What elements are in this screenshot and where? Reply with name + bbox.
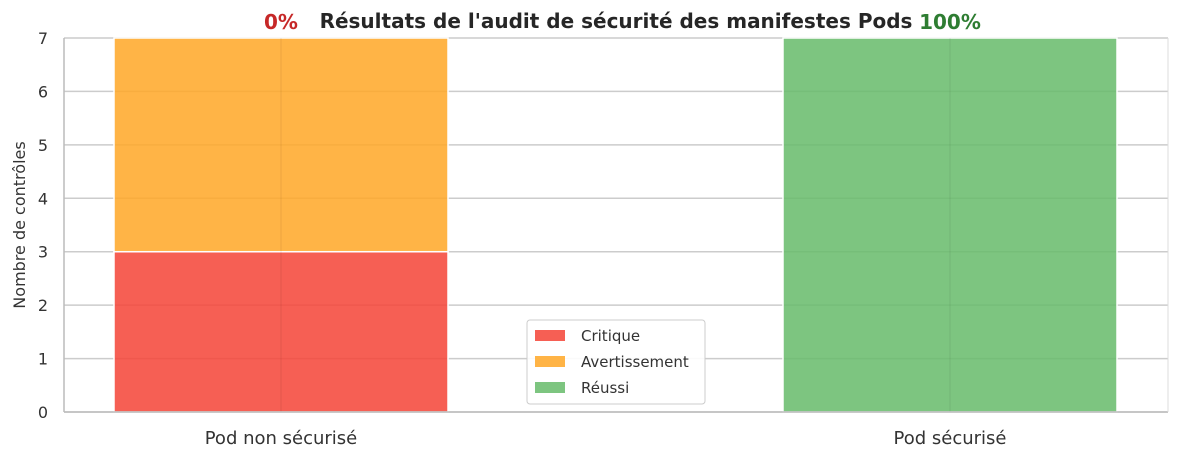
legend-label: Avertissement [581,353,689,371]
y-tick-label: 6 [38,82,48,101]
legend: Critique Avertissement Réussi [526,319,706,405]
y-tick-label: 5 [38,136,48,155]
y-tick-label: 3 [38,243,48,262]
y-tick-label: 7 [38,29,48,48]
bar-avertissement [113,37,449,253]
y-axis-label: Nombre de contrôles [10,141,29,308]
percentage-annotation: 0% [264,10,298,34]
y-tick-labels: 0 1 2 3 4 5 6 7 [38,29,48,422]
legend-label: Critique [581,327,640,345]
x-tick-label: Pod non sécurisé [205,428,358,449]
legend-swatch [535,330,565,341]
bars [113,37,1118,413]
y-tick-label: 1 [38,350,48,369]
x-tick-label: Pod sécurisé [894,428,1007,449]
y-tick-label: 4 [38,189,48,208]
chart-title: Résultats de l'audit de sécurité des man… [320,9,913,33]
legend-box [526,319,706,405]
percentage-annotation: 100% [919,10,981,34]
legend-label: Réussi [581,379,629,397]
legend-swatch [535,382,565,393]
legend-swatch [535,356,565,367]
annotations: 0% 100% [264,10,981,34]
x-tick-labels: Pod non sécurisé Pod sécurisé [205,428,1007,449]
bar-critique [113,250,449,413]
y-tick-label: 0 [38,403,48,422]
y-tick-label: 2 [38,296,48,315]
axes [63,38,1169,413]
